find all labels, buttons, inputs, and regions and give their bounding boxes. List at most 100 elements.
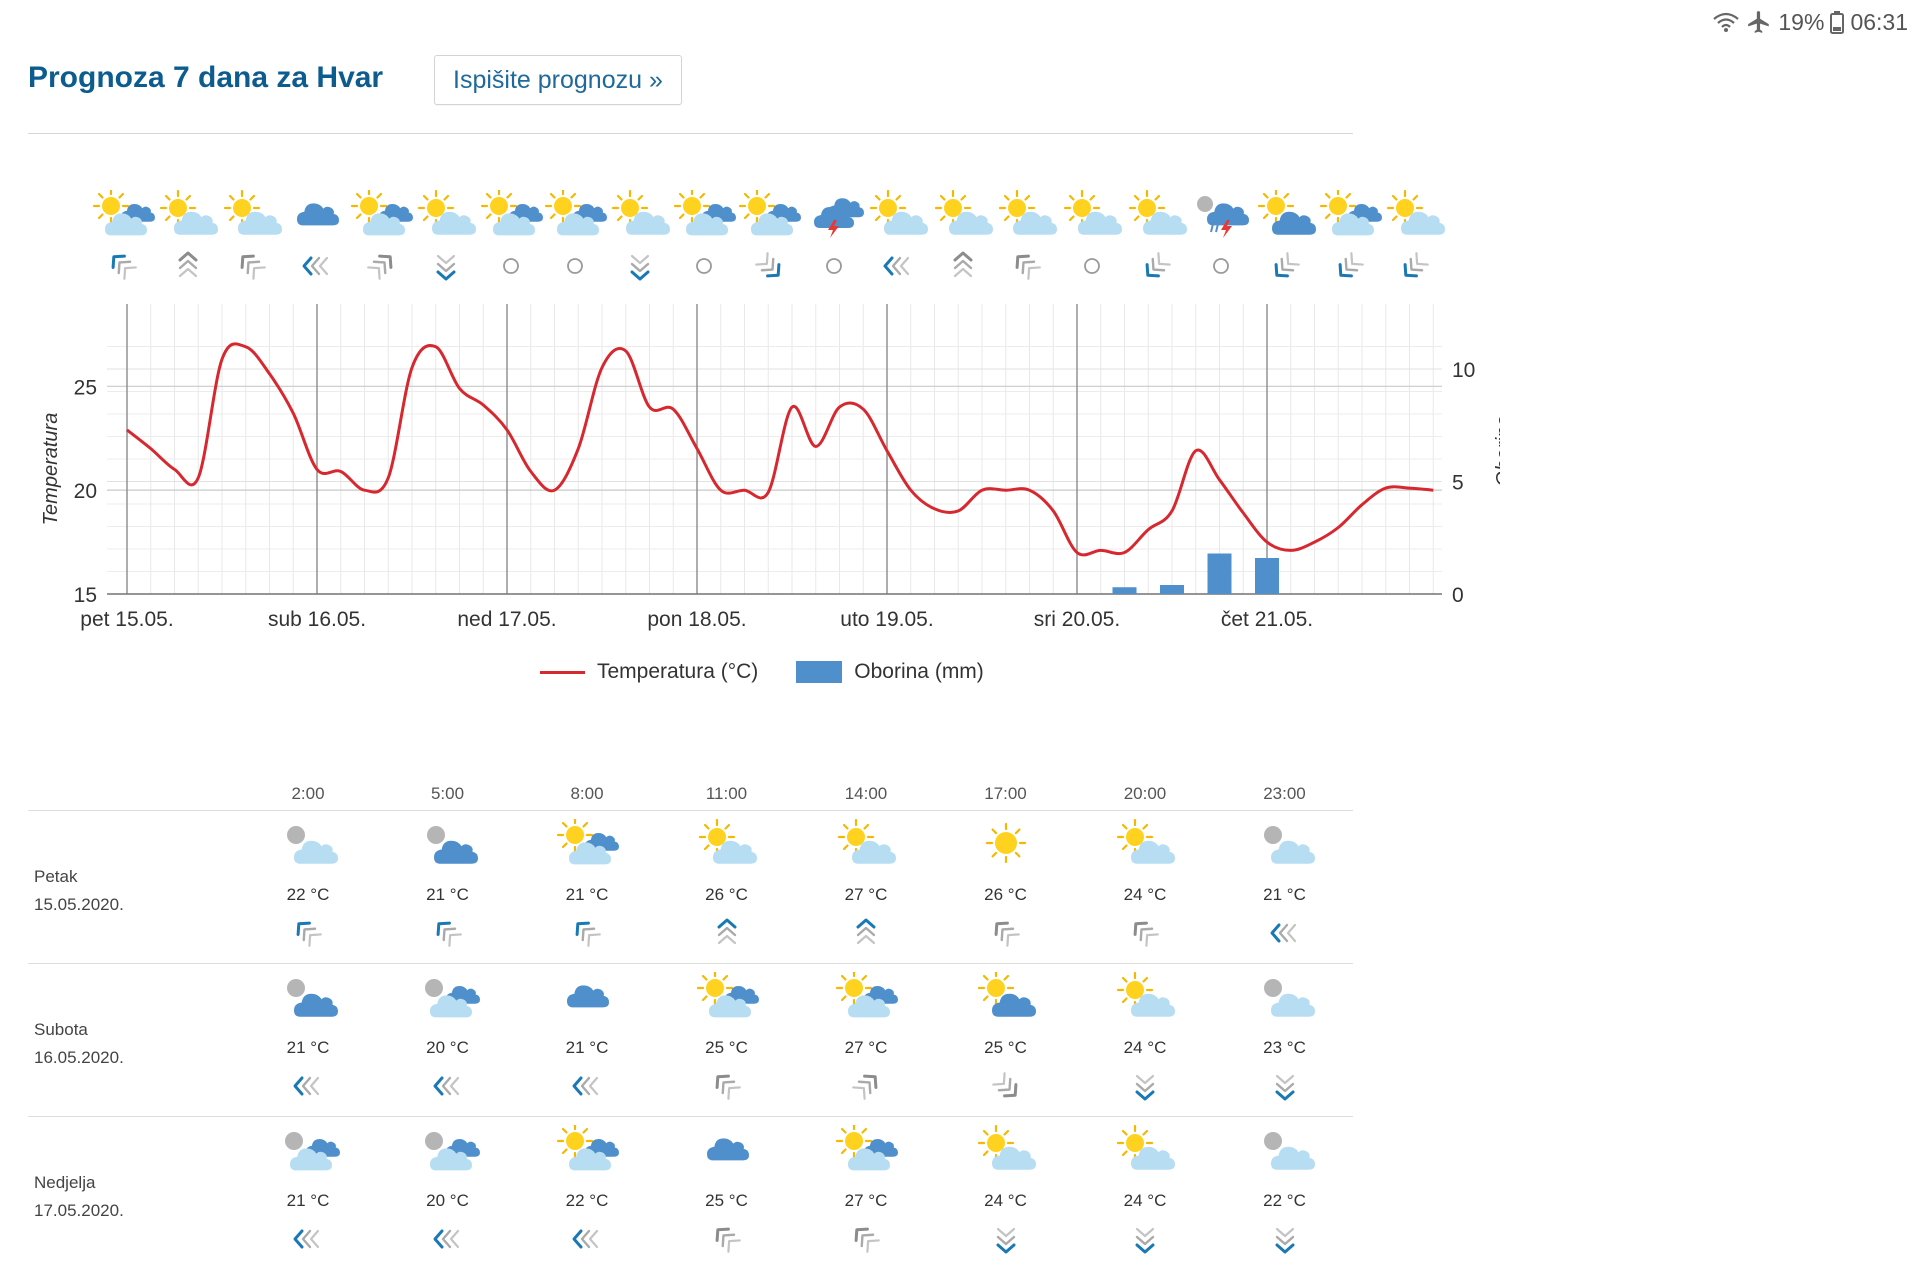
forecast-cell: 24 °C xyxy=(1085,1125,1205,1259)
wind-direction-icon xyxy=(755,252,781,278)
y-left-tick-label: 15 xyxy=(74,584,97,607)
hour-column-header: 2:00 xyxy=(291,784,325,803)
temperature-value: 26 °C xyxy=(705,885,748,904)
wind-direction-icon xyxy=(1145,252,1171,278)
wind-direction-icon xyxy=(1133,921,1159,947)
forecast-cell: 24 °C xyxy=(1085,972,1205,1106)
forecast-cell: 20 °C xyxy=(388,1125,508,1259)
temperature-value: 20 °C xyxy=(426,1038,469,1057)
x-axis-day-label: sub 16.05. xyxy=(268,608,366,631)
weather-icon xyxy=(1197,196,1250,238)
day-date: 16.05.2020. xyxy=(34,1048,124,1067)
temperature-value: 22 °C xyxy=(1263,1191,1306,1210)
forecast-cell: 24 °C xyxy=(1085,819,1205,953)
page-title: Prognoza 7 dana za Hvar xyxy=(28,61,384,94)
day-date: 15.05.2020. xyxy=(34,895,124,914)
x-axis-day-label: ned 17.05. xyxy=(457,608,556,631)
forecast-cell: 22 °C xyxy=(248,819,368,953)
hour-column-header: 5:00 xyxy=(430,784,465,803)
table-row: Subota 16.05.2020. 21 °C 20 °C 21 °C 25 °C 27 … xyxy=(28,963,1353,1116)
weather-icon xyxy=(934,190,993,235)
forecast-cell: 27 °C xyxy=(806,819,926,953)
wind-direction-icon xyxy=(1084,258,1100,274)
legend-temperature-label: Temperatura (°C) xyxy=(597,660,759,683)
wind-direction-icon xyxy=(1338,252,1365,278)
wind-direction-icon xyxy=(630,254,650,281)
hour-column-header: 8:00 xyxy=(570,784,604,803)
temperature-value: 25 °C xyxy=(984,1038,1027,1057)
forecast-cell: 23 °C xyxy=(1225,972,1345,1106)
hour-column-header: 14:00 xyxy=(844,784,888,803)
legend-item-precipitation[interactable]: Oborina (mm) xyxy=(796,660,984,684)
wind-direction-icon xyxy=(293,1229,320,1249)
temperature-value: 27 °C xyxy=(844,1191,888,1210)
hour-column-header: 11:00 xyxy=(705,784,748,803)
precipitation-bar xyxy=(1160,585,1184,594)
wind-direction-icon xyxy=(572,1229,599,1249)
temperature-value: 22 °C xyxy=(565,1191,609,1210)
weather-icon xyxy=(837,819,896,864)
battery-percent: 19% xyxy=(1778,8,1825,35)
wind-direction-icon xyxy=(436,921,462,947)
wind-direction-icon xyxy=(1135,1227,1155,1254)
wind-direction-icon xyxy=(852,1074,878,1100)
forecast-cell: 25 °C xyxy=(667,1125,787,1259)
table-row: Petak 15.05.2020. 22 °C 21 °C 21 °C 26 °C 27 °… xyxy=(28,810,1353,963)
legend-item-temperature[interactable]: Temperatura (°C) xyxy=(540,660,758,684)
forecast-icon-strip xyxy=(0,180,1470,290)
weather-icon xyxy=(999,190,1058,235)
forecast-chart: 15 20 25 0 5 10 Temperatura Oborina pet 15.05. su… xyxy=(40,304,1500,631)
legend-precipitation-label: Oborina (mm) xyxy=(854,660,984,683)
temperature-value: 24 °C xyxy=(1123,885,1167,904)
wind-direction-icon xyxy=(1275,1227,1294,1254)
hour-column-header: 20:00 xyxy=(1123,784,1167,803)
forecast-cell: 21 °C xyxy=(1225,819,1345,953)
hour-column-header: 17:00 xyxy=(984,784,1027,803)
weather-icon xyxy=(92,190,155,236)
day-date: 17.05.2020. xyxy=(34,1201,124,1220)
weather-icon xyxy=(417,190,476,235)
wind-direction-icon xyxy=(996,1227,1015,1254)
wind-direction-icon xyxy=(854,1227,880,1253)
weather-icon xyxy=(985,822,1026,864)
wind-direction-icon xyxy=(178,251,198,278)
wind-direction-icon xyxy=(502,258,519,274)
weather-icon xyxy=(977,1125,1036,1170)
weather-icon xyxy=(1116,1125,1175,1170)
temperature-value: 20 °C xyxy=(426,1191,469,1210)
wind-direction-icon xyxy=(293,1076,320,1096)
temperature-value: 21 °C xyxy=(286,1191,330,1210)
wind-direction-icon xyxy=(433,1229,459,1249)
clock: 06:31 xyxy=(1850,8,1908,35)
forecast-cell: 21 °C xyxy=(527,819,647,953)
wind-direction-icon xyxy=(883,256,910,276)
precipitation-bar xyxy=(1207,553,1232,594)
wind-direction-icon xyxy=(240,254,267,280)
print-forecast-button[interactable]: Ispišite prognozu » xyxy=(434,55,682,105)
forecast-cell: 22 °C xyxy=(527,1125,647,1259)
page-header: Prognoza 7 dana za Hvar Ispišite prognoz… xyxy=(28,55,1353,135)
forecast-cell: 26 °C xyxy=(667,819,787,953)
table-header: 2:00 5:00 8:00 11:00 14:00 17:00 20:00 23:00 xyxy=(28,780,1353,810)
weather-icon xyxy=(556,1125,619,1171)
temperature-value: 21 °C xyxy=(565,885,609,904)
table-row: Nedjelja 17.05.2020. 21 °C 20 °C 22 °C 25 °C 2… xyxy=(28,1116,1353,1269)
day-name: Subota xyxy=(34,1020,88,1039)
temperature-value: 27 °C xyxy=(844,1038,888,1057)
precipitation-bar xyxy=(1112,587,1137,594)
forecast-cell: 21 °C xyxy=(248,1125,368,1259)
weather-icon xyxy=(1116,819,1175,864)
airplane-icon xyxy=(1748,11,1770,33)
weather-icon xyxy=(1386,190,1445,235)
wind-direction-icon xyxy=(953,251,973,278)
forecast-cell: 22 °C xyxy=(1225,1125,1345,1259)
day-label: Petak 15.05.2020. xyxy=(34,863,124,919)
temperature-value: 24 °C xyxy=(1123,1191,1167,1210)
weather-icon xyxy=(835,972,898,1018)
wind-direction-icon xyxy=(1275,1074,1294,1101)
weather-icon xyxy=(1320,190,1383,236)
forecast-cell: 24 °C xyxy=(946,1125,1066,1259)
temperature-value: 21 °C xyxy=(1263,885,1306,904)
weather-icon xyxy=(706,1138,749,1161)
weather-icon xyxy=(545,190,608,236)
